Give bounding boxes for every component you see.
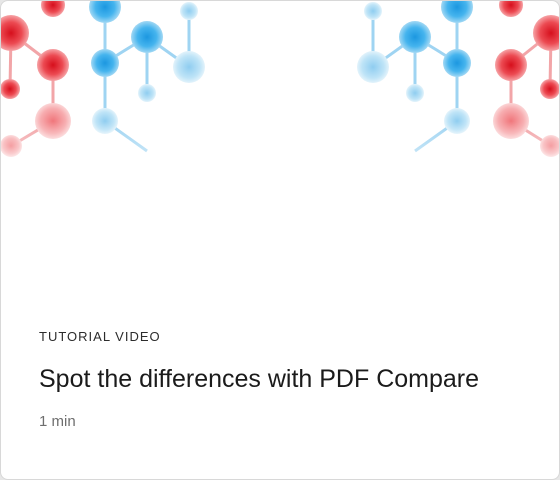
hero-illustration [1,1,559,216]
duration-label: 1 min [39,413,76,430]
molecule-network-illustration [1,1,559,157]
card-title[interactable]: Spot the differences with PDF Compare [39,365,480,393]
card-content: TUTORIAL VIDEO Spot the differences with… [39,327,539,432]
content-type-label: TUTORIAL VIDEO [39,329,161,344]
